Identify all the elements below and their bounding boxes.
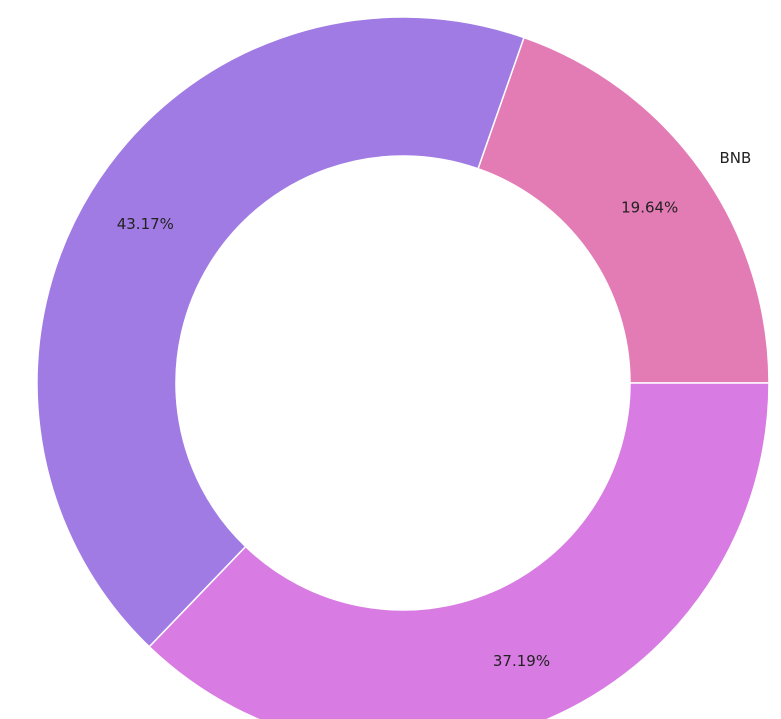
slice-name-label: BNB [719,149,751,167]
slice-value-label: 37.19% [493,652,550,670]
slice-bnb[interactable] [477,36,770,384]
slice-unnamed[interactable] [36,16,525,648]
slice-value-label: 19.64% [621,198,678,216]
donut-slices [36,16,770,719]
slice-pax-gold[interactable] [148,382,770,719]
slice-value-label: 43.17% [117,215,174,233]
